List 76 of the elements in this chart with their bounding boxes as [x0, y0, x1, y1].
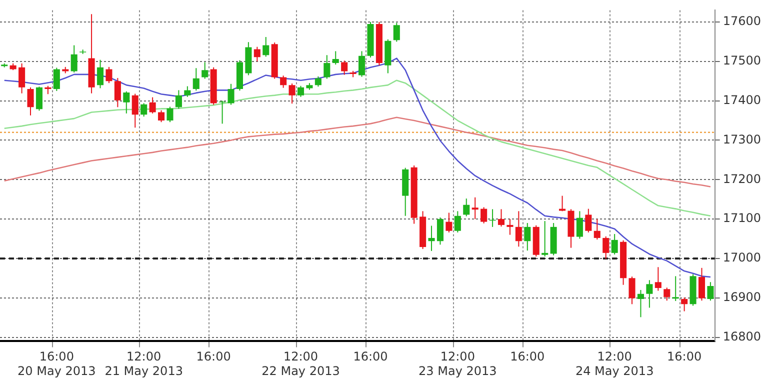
candlestick	[628, 276, 636, 305]
candlestick	[254, 46, 260, 62]
candlestick	[707, 282, 714, 302]
candlestick	[192, 68, 200, 92]
candlestick	[70, 44, 78, 73]
candlestick	[132, 93, 138, 128]
candlestick	[202, 62, 208, 80]
y-tick-label: 17400	[722, 92, 762, 107]
candlestick	[524, 222, 531, 252]
y-tick-label: 17000	[722, 250, 762, 265]
candlestick	[585, 208, 592, 233]
x-tick-label: 12:00 22 May 2013	[262, 350, 340, 378]
candlestick	[463, 198, 470, 217]
candlestick	[506, 218, 514, 236]
candlestick	[559, 195, 566, 212]
candlestick	[27, 86, 34, 116]
candlestick	[637, 289, 644, 318]
x-tick-label: 16:00	[510, 350, 545, 364]
candlestick	[681, 296, 688, 312]
candlestick	[498, 208, 505, 228]
x-tick-label: 16:00	[353, 350, 388, 364]
candlestick	[654, 266, 662, 292]
candlestick	[53, 67, 60, 92]
candlestick	[332, 50, 339, 66]
candlestick	[672, 276, 679, 302]
candlestick	[393, 22, 400, 42]
y-tick-label: 17100	[722, 211, 762, 226]
candlestick	[297, 85, 304, 98]
candlestick	[698, 267, 706, 302]
candlestick	[480, 206, 488, 224]
candlestick	[454, 210, 461, 233]
candlestick	[114, 77, 121, 108]
candlestick	[542, 220, 548, 257]
candlestick	[158, 110, 165, 123]
candlestick	[175, 90, 182, 110]
candlestick	[96, 59, 104, 89]
candlestick	[149, 96, 156, 114]
x-tick-label: 12:00 21 May 2013	[104, 350, 183, 378]
y-tick-label: 16800	[722, 329, 762, 344]
candlestick	[18, 62, 26, 94]
candlestick	[140, 102, 148, 118]
candlestick	[446, 212, 452, 233]
candlestick	[664, 287, 670, 302]
candlestick	[646, 280, 653, 308]
candlestick	[324, 54, 330, 80]
candlestick	[288, 82, 296, 104]
x-tick-label: 16:00	[667, 350, 702, 364]
x-tick-label: 12:00 24 May 2013	[575, 350, 654, 378]
candlestick	[358, 50, 366, 78]
candlestick	[219, 100, 226, 124]
candlestick	[611, 234, 618, 256]
candlestick	[576, 210, 583, 240]
candlestick	[123, 90, 130, 114]
candlestick	[515, 210, 522, 248]
candlestick	[228, 83, 234, 106]
candlestick	[106, 66, 112, 84]
candlestick	[594, 218, 600, 240]
y-tick-label: 16900	[722, 290, 762, 304]
y-tick-label: 17500	[722, 54, 762, 68]
y-tick-label: 17600	[722, 14, 762, 28]
candlestick	[184, 86, 191, 98]
y-tick-label: 17200	[722, 172, 762, 186]
candlestick	[166, 106, 174, 123]
candlestick	[472, 196, 478, 220]
candlestick	[341, 60, 348, 76]
candlestick	[428, 225, 435, 252]
y-tick-label: 17300	[722, 132, 762, 146]
candlestick	[602, 236, 610, 260]
x-tick-label: 12:00 23 May 2013	[418, 350, 497, 378]
candlestick	[314, 76, 322, 88]
x-tick-label: 16:00	[196, 350, 231, 364]
x-tick-label: 16:00 20 May 2013	[18, 350, 96, 378]
candlestick	[262, 36, 270, 58]
candlestick	[36, 86, 42, 112]
candlestick	[436, 216, 444, 246]
candlestick	[280, 75, 287, 88]
